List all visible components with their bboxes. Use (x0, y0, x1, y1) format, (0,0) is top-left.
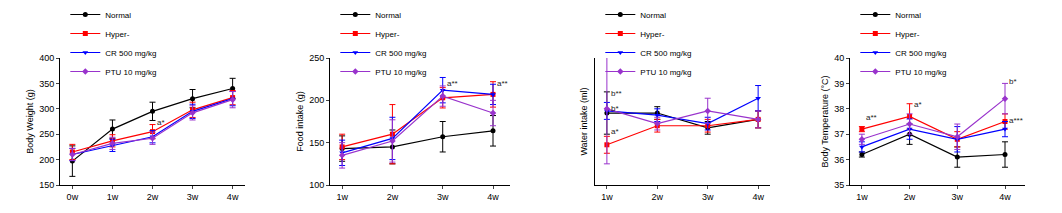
svg-text:2w: 2w (387, 192, 399, 202)
svg-text:350: 350 (39, 79, 54, 89)
svg-text:a**: a** (497, 79, 508, 88)
svg-text:CR 500 mg/kg: CR 500 mg/kg (105, 49, 156, 58)
svg-text:200: 200 (39, 155, 54, 165)
svg-text:150: 150 (39, 180, 54, 190)
svg-text:Hyper-: Hyper- (105, 30, 129, 39)
svg-text:1w: 1w (601, 192, 613, 202)
svg-text:200: 200 (309, 95, 324, 105)
svg-text:300: 300 (39, 104, 54, 114)
svg-text:1w: 1w (336, 192, 348, 202)
svg-text:2w: 2w (147, 192, 159, 202)
svg-text:CR 500 mg/kg: CR 500 mg/kg (640, 49, 691, 58)
svg-text:4w: 4w (752, 192, 764, 202)
svg-text:a*: a* (611, 127, 619, 136)
svg-text:100: 100 (309, 180, 324, 190)
svg-text:PTU 10 mg/kg: PTU 10 mg/kg (895, 68, 946, 77)
svg-text:Hyper-: Hyper- (375, 30, 399, 39)
svg-text:0w: 0w (67, 192, 79, 202)
svg-text:40: 40 (834, 53, 844, 63)
svg-text:250: 250 (39, 129, 54, 139)
svg-text:36: 36 (834, 155, 844, 165)
svg-text:150: 150 (309, 138, 324, 148)
svg-text:4w: 4w (999, 192, 1011, 202)
svg-text:Normal: Normal (105, 11, 131, 20)
svg-text:3w: 3w (952, 192, 964, 202)
svg-text:1w: 1w (107, 192, 119, 202)
svg-text:35: 35 (834, 180, 844, 190)
svg-text:3w: 3w (437, 192, 449, 202)
svg-text:CR 500 mg/kg: CR 500 mg/kg (895, 49, 946, 58)
svg-text:Hyper-: Hyper- (895, 30, 919, 39)
svg-text:a***: a*** (1009, 116, 1023, 125)
svg-text:b**: b** (611, 89, 622, 98)
svg-text:2w: 2w (904, 192, 916, 202)
svg-text:Hyper-: Hyper- (640, 30, 664, 39)
svg-text:Normal: Normal (375, 11, 401, 20)
svg-text:b*: b* (611, 104, 619, 113)
svg-text:Food intake (g): Food intake (g) (295, 91, 305, 152)
svg-text:Normal: Normal (895, 11, 921, 20)
svg-text:250: 250 (309, 53, 324, 63)
svg-text:3w: 3w (187, 192, 199, 202)
svg-text:b*: b* (1009, 77, 1017, 86)
svg-text:Body Weight (g): Body Weight (g) (25, 89, 35, 153)
svg-text:a**: a** (447, 79, 458, 88)
svg-text:3w: 3w (702, 192, 714, 202)
svg-text:a**: a** (866, 113, 877, 122)
svg-text:Normal: Normal (640, 11, 666, 20)
svg-text:4w: 4w (227, 192, 239, 202)
svg-text:400: 400 (39, 53, 54, 63)
svg-text:37: 37 (834, 129, 844, 139)
svg-text:Water intake (ml): Water intake (ml) (579, 87, 589, 155)
svg-text:CR 500 mg/kg: CR 500 mg/kg (375, 49, 426, 58)
svg-text:PTU 10 mg/kg: PTU 10 mg/kg (640, 68, 691, 77)
svg-text:1w: 1w (856, 192, 868, 202)
svg-text:39: 39 (834, 79, 844, 89)
svg-text:PTU 10 mg/kg: PTU 10 mg/kg (375, 68, 426, 77)
svg-text:2w: 2w (652, 192, 664, 202)
svg-text:4w: 4w (487, 192, 499, 202)
svg-text:a*: a* (914, 100, 922, 109)
svg-text:a*: a* (157, 118, 165, 127)
svg-text:Body Temperature (°C): Body Temperature (°C) (820, 76, 830, 168)
svg-text:38: 38 (834, 104, 844, 114)
svg-text:PTU 10 mg/kg: PTU 10 mg/kg (105, 68, 156, 77)
